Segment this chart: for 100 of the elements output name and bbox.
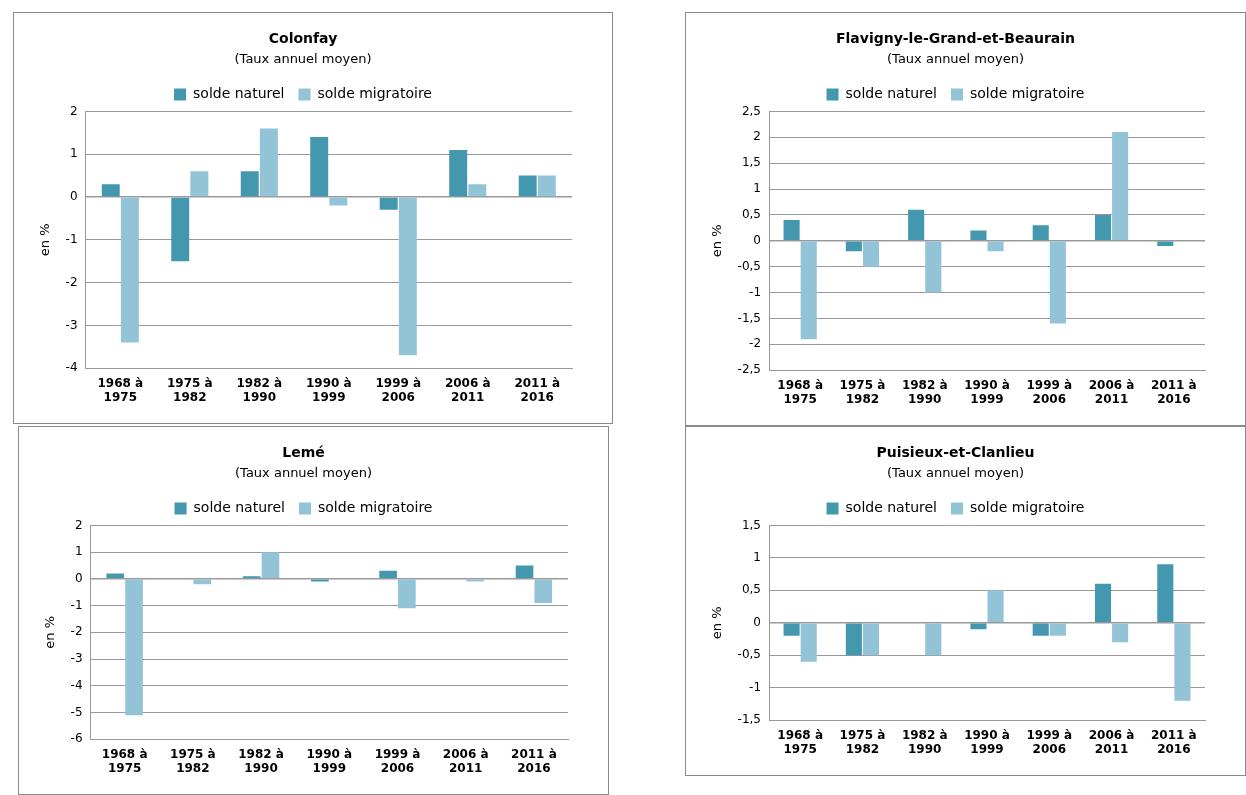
y-tick-label: 1: [753, 181, 762, 196]
bar: [240, 171, 259, 197]
bar: [125, 579, 143, 716]
bar: [398, 197, 417, 356]
bar: [800, 241, 817, 340]
legend-label: solde migratoire: [970, 85, 1085, 102]
y-tick-label: 0,5: [741, 207, 762, 222]
y-tick-label: 1,5: [741, 517, 762, 532]
x-tick-label: 1982 à 1990: [238, 746, 284, 775]
chart-title: Puisieux-et-Clanlieu: [876, 444, 1035, 461]
x-tick-label: 2006 à 2011: [1088, 727, 1135, 756]
y-tick-label: 2: [69, 103, 78, 118]
x-tick-label: 1975 à 1982: [839, 377, 886, 406]
y-tick-label: -1: [749, 284, 762, 299]
y-tick-label: -4: [70, 677, 83, 692]
bar: [534, 579, 553, 603]
bar: [259, 128, 278, 197]
y-tick-label: -2: [65, 274, 78, 289]
y-tick-label: 1,5: [741, 155, 762, 170]
y-tick-label: 0: [74, 570, 83, 585]
bar: [329, 197, 348, 206]
bar: [1174, 623, 1191, 701]
y-tick-label: 1: [74, 544, 83, 559]
bar: [468, 184, 487, 197]
y-axis-title: en %: [42, 615, 58, 649]
legend-label: solde migratoire: [317, 85, 432, 102]
y-tick-label: 0: [753, 614, 762, 629]
y-tick-label: -1: [65, 231, 78, 246]
bar: [1112, 132, 1129, 241]
y-tick-label: -1,5: [737, 310, 762, 325]
y-tick-label: -2,5: [737, 362, 762, 377]
y-tick-label: -3: [70, 651, 83, 666]
bar: [1112, 623, 1129, 643]
x-tick-label: 2006 à 2011: [442, 746, 489, 775]
bar: [379, 197, 398, 210]
legend-label: solde naturel: [845, 85, 938, 102]
bar: [518, 175, 537, 197]
x-tick-label: 1999 à 2006: [375, 375, 422, 404]
bar: [398, 579, 416, 609]
x-tick-label: 1968 à 1975: [777, 727, 823, 756]
bar: [1049, 623, 1066, 636]
bar: [1049, 241, 1066, 324]
y-tick-label: -5: [70, 704, 83, 719]
chart-title: Flavigny-le-Grand-et-Beaurain: [835, 30, 1076, 47]
bar: [845, 623, 862, 656]
bar: [800, 623, 817, 662]
bar: [379, 570, 397, 579]
bar: [783, 220, 800, 241]
y-tick-label: 2,5: [741, 103, 762, 118]
legend-label: solde naturel: [193, 85, 285, 102]
x-tick-label: 1999 à 2006: [1026, 727, 1073, 756]
y-tick-label: -0,5: [737, 258, 762, 273]
y-tick-label: 0: [753, 232, 762, 247]
x-tick-label: 1975 à 1982: [839, 727, 886, 756]
x-tick-label: 1999 à 2006: [1026, 377, 1073, 406]
y-tick-label: -2: [70, 624, 83, 639]
x-tick-label: 1990 à 1999: [964, 377, 1010, 406]
y-tick-label: -2: [749, 336, 762, 351]
bar: [970, 230, 987, 241]
y-tick-label: 0: [69, 189, 78, 204]
x-tick-label: 2006 à 2011: [444, 375, 491, 404]
chart-title: Colonfay: [268, 30, 338, 47]
y-tick-label: 1: [69, 146, 78, 161]
bar: [310, 137, 329, 197]
x-tick-label: 2011 à 2016: [514, 375, 561, 404]
legend-label: solde migratoire: [970, 499, 1085, 516]
bar: [190, 171, 209, 197]
x-tick-label: 2011 à 2016: [1151, 727, 1197, 756]
x-tick-label: 1990 à 1999: [964, 727, 1010, 756]
bar: [537, 175, 556, 197]
bar: [783, 623, 800, 636]
y-axis-title: en %: [37, 223, 53, 257]
x-tick-label: 1999 à 2006: [374, 746, 421, 775]
y-tick-label: 2: [753, 129, 762, 144]
bar: [925, 241, 942, 293]
y-tick-label: -6: [70, 731, 83, 746]
chart-title: Lemé: [282, 444, 325, 461]
x-tick-label: 2011 à 2016: [511, 746, 557, 775]
x-tick-label: 1968 à 1975: [97, 375, 144, 404]
y-tick-label: 2: [74, 517, 83, 532]
x-tick-label: 1982 à 1990: [901, 727, 948, 756]
y-tick-label: -1,5: [737, 712, 762, 727]
bar: [862, 623, 880, 656]
bar: [1094, 583, 1112, 623]
y-tick-label: -0,5: [737, 647, 762, 662]
bar: [1094, 214, 1112, 241]
bar: [1157, 564, 1174, 623]
y-tick-label: -4: [65, 360, 78, 375]
chart-subtitle: (Taux annuel moyen): [887, 50, 1024, 66]
bar: [171, 197, 190, 262]
bar: [1032, 623, 1049, 636]
y-tick-label: -1: [749, 679, 762, 694]
y-tick-label: 1: [753, 549, 762, 564]
bar: [987, 241, 1004, 252]
legend-label: solde naturel: [193, 499, 286, 516]
x-tick-label: 2006 à 2011: [1088, 377, 1135, 406]
x-tick-label: 1968 à 1975: [777, 377, 823, 406]
bar: [925, 623, 942, 656]
x-tick-label: 1975 à 1982: [166, 375, 213, 404]
y-axis-title: en %: [709, 224, 725, 258]
